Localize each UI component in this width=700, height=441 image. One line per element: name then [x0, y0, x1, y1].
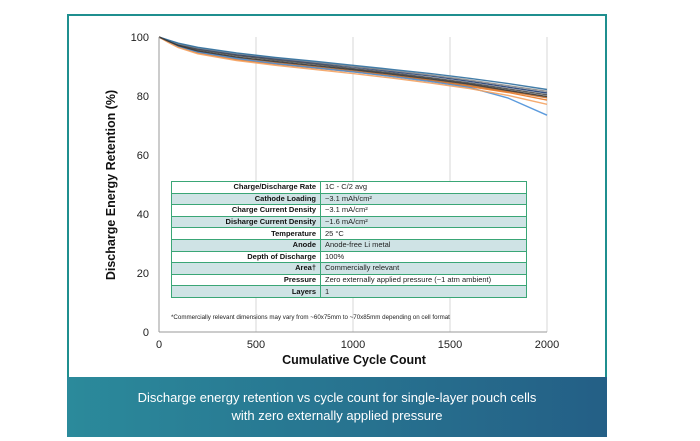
table-row: Charge Current Density ~3.1 mA/cm²	[171, 204, 527, 217]
y-axis-label: Discharge Energy Retention (%)	[104, 90, 118, 280]
test-parameters-table: Charge/Discharge Rate 1C - C/2 avg Cathode…	[171, 181, 527, 298]
y-tick-label: 100	[131, 32, 149, 44]
x-axis-label: Cumulative Cycle Count	[282, 353, 427, 367]
parameter-name: Area†	[171, 262, 321, 275]
parameter-value: Zero externally applied pressure (~1 atm…	[320, 273, 527, 287]
axes	[158, 37, 547, 333]
y-tick-label: 20	[137, 268, 149, 280]
y-tick-label: 0	[143, 327, 149, 339]
parameter-value: ~3.1 mAh/cm²	[320, 192, 527, 206]
parameter-name: Layers	[171, 285, 321, 298]
parameter-name: Depth of Discharge	[171, 250, 321, 264]
series-line-5	[158, 36, 548, 116]
x-tick-label: 500	[247, 339, 265, 351]
series-line-8	[158, 36, 548, 105]
table-row: Anode Anode-free Li metal	[171, 238, 527, 252]
y-tick-label: 40	[137, 209, 149, 221]
parameter-value: Anode-free Li metal	[320, 238, 527, 252]
y-tick-label: 60	[137, 150, 149, 162]
caption-line-1: Discharge energy retention vs cycle coun…	[137, 390, 537, 405]
parameter-value: ~3.1 mA/cm²	[320, 204, 527, 217]
tick-labels: 0 500 1000 1500 2000 0 20 40 60 80 100	[131, 32, 560, 351]
series-lines	[158, 36, 548, 116]
x-tick-label: 2000	[535, 339, 559, 351]
table-row: Temperature 25 °C	[171, 227, 527, 240]
y-tick-label: 80	[137, 91, 149, 103]
parameter-name: Anode	[171, 238, 321, 252]
parameter-value: 1C - C/2 avg	[320, 181, 527, 194]
parameter-value: 1	[320, 285, 527, 298]
table-row: Disharge Current Density ~1.6 mA/cm²	[171, 215, 527, 229]
caption-line-2: with zero externally applied pressure	[231, 408, 443, 423]
parameter-name: Charge Current Density	[171, 204, 321, 217]
table-row: Area† Commercially relevant	[171, 262, 527, 275]
table-row: Depth of Discharge 100%	[171, 250, 527, 264]
caption-banner: Discharge energy retention vs cycle coun…	[67, 377, 607, 437]
parameter-name: Pressure	[171, 273, 321, 287]
parameter-name: Temperature	[171, 227, 321, 240]
table-footnote: *Commercially relevant dimensions may va…	[171, 314, 450, 321]
table-row: Pressure Zero externally applied pressure…	[171, 273, 527, 287]
parameter-name: Charge/Discharge Rate	[171, 181, 321, 194]
x-tick-label: 0	[156, 339, 162, 351]
table-row: Layers 1	[171, 285, 527, 298]
parameter-value: ~1.6 mA/cm²	[320, 215, 527, 229]
x-tick-label: 1000	[341, 339, 365, 351]
parameter-name: Cathode Loading	[171, 192, 321, 206]
parameter-value: 25 °C	[320, 227, 527, 240]
table-row: Charge/Discharge Rate 1C - C/2 avg	[171, 181, 527, 194]
table-row: Cathode Loading ~3.1 mAh/cm²	[171, 192, 527, 206]
parameter-value: Commercially relevant	[320, 262, 527, 275]
series-line-7	[158, 36, 548, 91]
parameter-name: Disharge Current Density	[171, 215, 321, 229]
parameter-value: 100%	[320, 250, 527, 264]
series-line-9	[158, 36, 548, 98]
x-tick-label: 1500	[438, 339, 462, 351]
